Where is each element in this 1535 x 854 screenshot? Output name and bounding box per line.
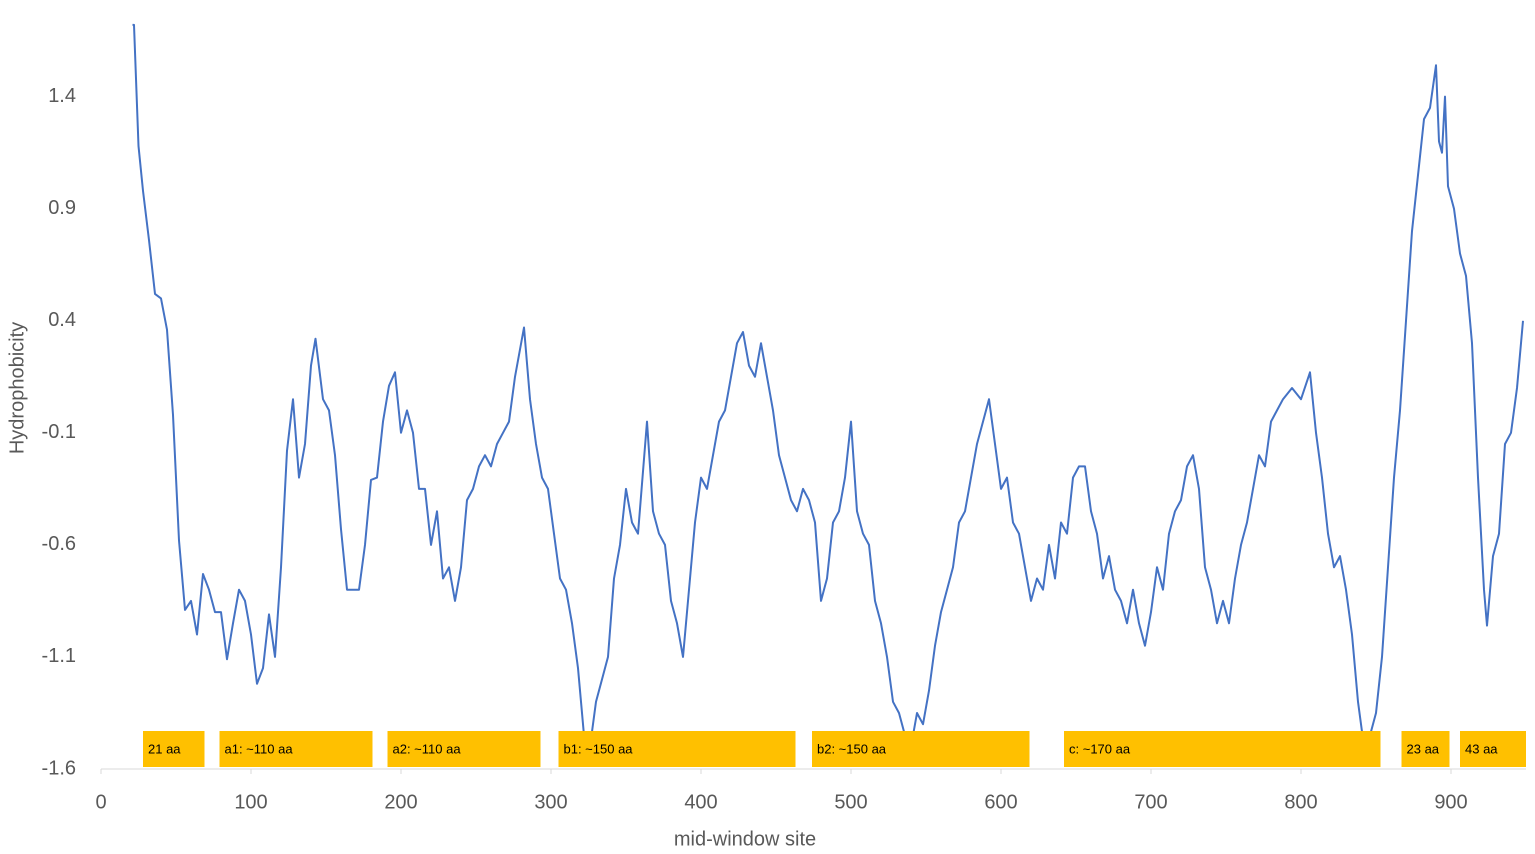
region-label: c: ~170 aa [1069, 741, 1131, 756]
x-tick-label: 0 [95, 791, 106, 813]
region-label: 23 aa [1407, 741, 1440, 756]
region-box [558, 731, 796, 767]
region-label: 21 aa [148, 741, 181, 756]
y-tick-label: 1.4 [48, 85, 76, 107]
region-box [812, 731, 1030, 767]
y-tick-label: -0.6 [42, 533, 76, 555]
x-tick-label: 700 [1134, 791, 1167, 813]
region-box [1401, 731, 1450, 767]
y-axis-title: Hydrophobicity [6, 322, 28, 454]
region-box [387, 731, 541, 767]
y-tick-label: -1.6 [42, 757, 76, 779]
x-tick-label: 300 [534, 791, 567, 813]
region-box [1064, 731, 1381, 767]
region-label: a2: ~110 aa [393, 741, 462, 756]
region-box [219, 731, 373, 767]
data-line [132, 23, 1524, 748]
region-label: a1: ~110 aa [225, 741, 294, 756]
region-box [1460, 731, 1526, 767]
x-axis-title: mid-window site [674, 828, 816, 850]
region-label: b2: ~150 aa [817, 741, 887, 756]
y-tick-label: 0.4 [48, 309, 76, 331]
x-tick-label: 600 [984, 791, 1017, 813]
region-label: b1: ~150 aa [564, 741, 634, 756]
y-tick-label: -0.1 [42, 421, 76, 443]
x-tick-label: 500 [834, 791, 867, 813]
region-label: 43 aa [1465, 741, 1498, 756]
y-tick-label: -1.1 [42, 645, 76, 667]
x-tick-label: 900 [1434, 791, 1467, 813]
region-box [143, 731, 205, 767]
x-tick-label: 400 [684, 791, 717, 813]
x-tick-label: 200 [384, 791, 417, 813]
x-tick-label: 100 [234, 791, 267, 813]
x-tick-label: 800 [1284, 791, 1317, 813]
y-tick-label: 0.9 [48, 197, 76, 219]
